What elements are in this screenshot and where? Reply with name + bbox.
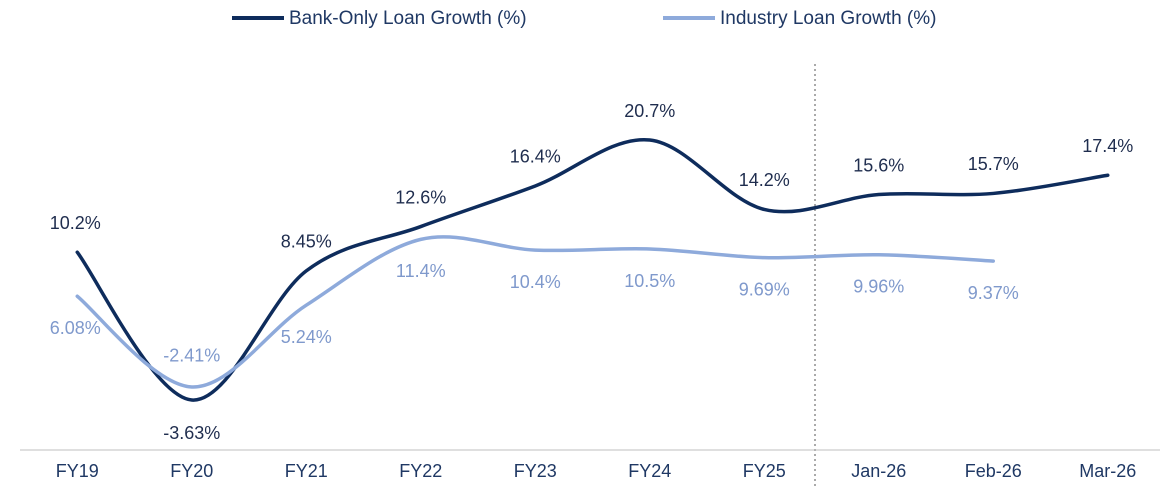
x-tick-label: Jan-26 bbox=[851, 461, 906, 481]
data-label: 16.4% bbox=[510, 147, 561, 167]
legend-label: Industry Loan Growth (%) bbox=[720, 8, 936, 29]
data-label: 6.08% bbox=[50, 318, 101, 338]
x-tick-label: FY21 bbox=[285, 461, 328, 481]
series-line bbox=[75, 138, 1110, 402]
x-tick-label: FY25 bbox=[743, 461, 786, 481]
x-tick-label: Feb-26 bbox=[965, 461, 1022, 481]
x-tick-label: FY19 bbox=[56, 461, 99, 481]
x-tick-label: Mar-26 bbox=[1079, 461, 1136, 481]
series-line bbox=[75, 235, 995, 389]
data-label: 9.69% bbox=[739, 279, 790, 299]
data-label: 12.6% bbox=[395, 187, 446, 207]
data-label: 10.2% bbox=[50, 213, 101, 233]
data-label: -2.41% bbox=[163, 346, 220, 366]
data-label: 20.7% bbox=[624, 101, 675, 121]
data-label: 9.37% bbox=[968, 283, 1019, 303]
data-label: -3.63% bbox=[163, 423, 220, 443]
legend-label: Bank-Only Loan Growth (%) bbox=[289, 8, 527, 29]
data-label: 15.7% bbox=[968, 154, 1019, 174]
x-tick-label: FY20 bbox=[170, 461, 213, 481]
data-label: 9.96% bbox=[853, 277, 904, 297]
data-label: 10.4% bbox=[510, 272, 561, 292]
data-label: 15.6% bbox=[853, 155, 904, 175]
x-tick-label: FY23 bbox=[514, 461, 557, 481]
data-label: 17.4% bbox=[1082, 136, 1133, 156]
data-label: 8.45% bbox=[281, 232, 332, 252]
data-label: 11.4% bbox=[396, 261, 446, 281]
data-label: 14.2% bbox=[739, 170, 790, 190]
x-tick-label: FY24 bbox=[628, 461, 671, 481]
data-label: 10.5% bbox=[624, 271, 675, 291]
data-label: 5.24% bbox=[281, 327, 332, 347]
x-tick-label: FY22 bbox=[399, 461, 442, 481]
